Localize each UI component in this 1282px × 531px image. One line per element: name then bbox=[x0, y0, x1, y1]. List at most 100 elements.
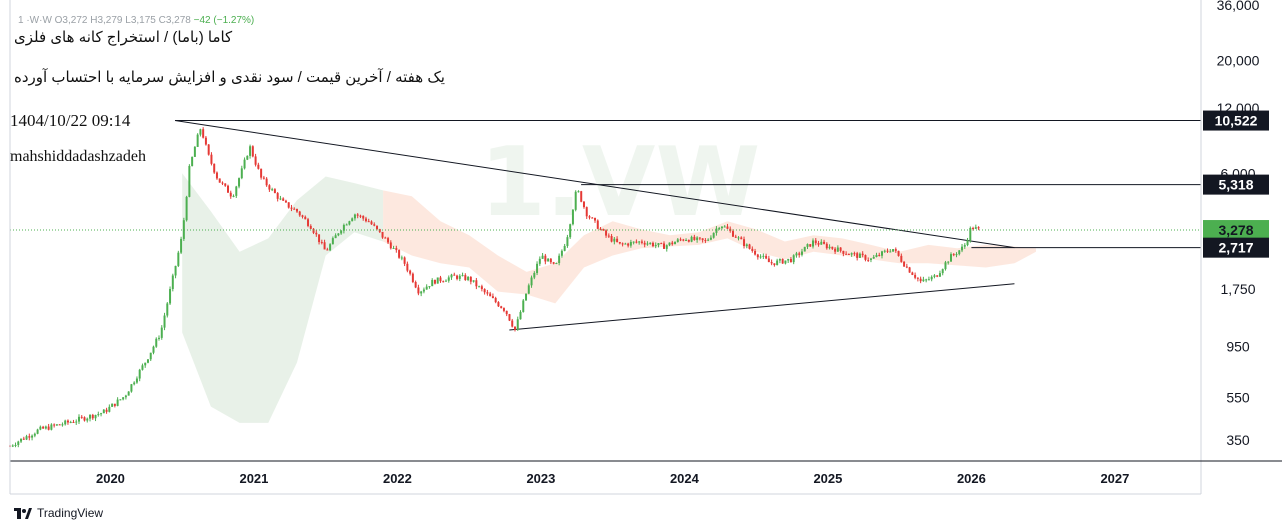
candle-body bbox=[569, 224, 572, 238]
candle bbox=[20, 438, 23, 443]
candle-body bbox=[307, 219, 310, 226]
candle bbox=[411, 272, 414, 284]
price-label: 5,318 bbox=[1203, 174, 1269, 195]
candle bbox=[613, 236, 616, 245]
candle-body bbox=[235, 186, 238, 196]
candle-body bbox=[897, 250, 900, 256]
candle-body bbox=[668, 242, 671, 246]
candle-body bbox=[14, 444, 17, 446]
candle bbox=[861, 251, 864, 258]
candle bbox=[649, 242, 652, 245]
candle-body bbox=[696, 237, 699, 240]
candle bbox=[229, 190, 232, 199]
candle bbox=[389, 240, 392, 250]
candle bbox=[594, 217, 597, 223]
candle-body bbox=[767, 258, 770, 263]
candle bbox=[36, 428, 39, 435]
candle-body bbox=[748, 244, 751, 249]
ohlc-values: 1 ·W·W O3,272 H3,279 L3,175 C3,278 bbox=[18, 15, 191, 26]
candle bbox=[789, 257, 792, 263]
candle-body bbox=[480, 286, 483, 290]
candle bbox=[227, 184, 230, 193]
candle bbox=[914, 272, 917, 280]
candle-body bbox=[538, 258, 541, 264]
candle bbox=[86, 417, 89, 423]
candle bbox=[759, 254, 762, 259]
candle-body bbox=[571, 209, 574, 225]
candle bbox=[28, 433, 31, 441]
candle-body bbox=[640, 241, 643, 243]
candle bbox=[64, 419, 67, 426]
candle bbox=[527, 283, 530, 295]
candle-body bbox=[262, 177, 265, 179]
candle bbox=[100, 412, 103, 417]
candle-body bbox=[646, 243, 649, 245]
candle-body bbox=[635, 241, 638, 243]
candle bbox=[91, 413, 94, 420]
candle-body bbox=[770, 262, 773, 264]
candle-body bbox=[420, 291, 423, 294]
footer-brand[interactable]: TradingView bbox=[14, 506, 103, 520]
candle bbox=[260, 168, 263, 180]
candle-body bbox=[243, 159, 246, 169]
candle bbox=[232, 194, 235, 198]
candle bbox=[342, 223, 345, 234]
candle-body bbox=[124, 395, 127, 398]
candle-body bbox=[364, 218, 367, 222]
candle-body bbox=[229, 192, 232, 197]
candle-body bbox=[191, 156, 194, 166]
candle bbox=[842, 250, 845, 257]
candle-body bbox=[718, 228, 721, 230]
candle bbox=[900, 253, 903, 263]
candle-body bbox=[199, 129, 202, 135]
candle bbox=[44, 425, 47, 430]
candle-body bbox=[607, 235, 610, 237]
candle bbox=[50, 423, 53, 431]
candle-body bbox=[210, 154, 213, 164]
candle bbox=[726, 223, 729, 230]
trendline-upper bbox=[174, 120, 1015, 249]
candle bbox=[936, 275, 939, 278]
candle bbox=[751, 246, 754, 253]
candle-body bbox=[654, 245, 657, 247]
candle-body bbox=[295, 208, 298, 212]
candle-body bbox=[273, 189, 276, 194]
candle-body bbox=[312, 228, 315, 233]
candle-body bbox=[359, 215, 362, 217]
candle bbox=[262, 175, 265, 180]
candle-body bbox=[566, 237, 569, 246]
candle-body bbox=[254, 156, 257, 165]
candle bbox=[696, 236, 699, 243]
candle bbox=[516, 316, 519, 331]
candle-body bbox=[886, 250, 889, 252]
candle-body bbox=[847, 253, 850, 255]
candle bbox=[188, 164, 191, 198]
candle-body bbox=[395, 247, 398, 251]
candle bbox=[456, 274, 459, 281]
candle bbox=[715, 226, 718, 236]
candle-body bbox=[787, 258, 790, 261]
candle-body bbox=[712, 232, 715, 238]
candle-body bbox=[315, 232, 318, 235]
candle-body bbox=[511, 320, 514, 327]
candle-body bbox=[461, 275, 464, 277]
candle-body bbox=[105, 409, 108, 412]
candle-body bbox=[409, 270, 412, 274]
candle-body bbox=[552, 262, 555, 264]
candle-body bbox=[814, 240, 817, 244]
candle-body bbox=[585, 207, 588, 217]
candle bbox=[218, 178, 221, 183]
candle bbox=[831, 246, 834, 250]
candle-body bbox=[298, 211, 301, 216]
candle bbox=[809, 244, 812, 248]
candle bbox=[127, 391, 130, 396]
candle-body bbox=[671, 242, 674, 245]
candle bbox=[400, 255, 403, 261]
candle-body bbox=[961, 246, 964, 251]
candle bbox=[124, 394, 127, 400]
candle bbox=[511, 318, 514, 328]
candle bbox=[480, 284, 483, 292]
candle-body bbox=[497, 302, 500, 307]
candle-series bbox=[9, 127, 980, 448]
